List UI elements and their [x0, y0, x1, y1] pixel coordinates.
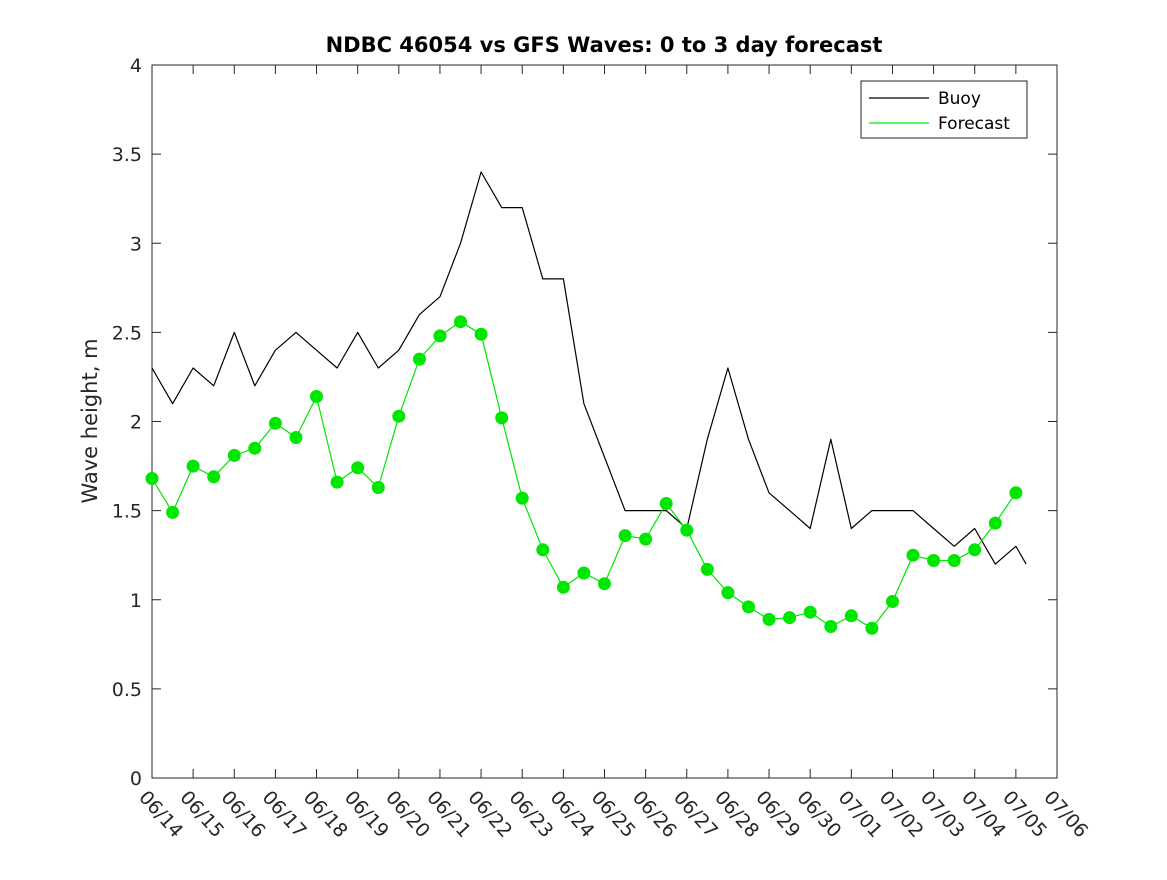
y-axis: 0 0.5 1 1.5 2 2.5 3 3.5 4	[112, 55, 1057, 790]
forecast-point	[515, 491, 529, 505]
legend-label: Buoy	[938, 89, 981, 109]
y-tick-label: 1.5	[112, 501, 142, 523]
legend-label: Forecast	[938, 114, 1010, 134]
forecast-point	[330, 475, 344, 489]
forecast-point	[844, 609, 858, 623]
legend-box	[860, 80, 1028, 139]
buoy-series-line	[151, 171, 1027, 565]
y-tick-label: 2.5	[112, 322, 142, 344]
forecast-point	[680, 523, 694, 537]
chart-title: NDBC 46054 vs GFS Waves: 0 to 3 day fore…	[326, 33, 883, 57]
forecast-point	[392, 409, 406, 423]
y-tick-label: 3	[130, 233, 142, 255]
y-tick-label: 4	[130, 55, 142, 77]
forecast-point	[145, 472, 159, 485]
y-tick-label: 0.5	[112, 679, 142, 701]
forecast-point	[227, 448, 241, 462]
forecast-point	[700, 562, 714, 576]
forecast-point	[988, 516, 1002, 530]
forecast-point	[618, 529, 632, 543]
forecast-point	[495, 411, 509, 425]
plot-area	[151, 64, 1058, 779]
forecast-point	[824, 620, 838, 633]
forecast-point	[433, 329, 447, 343]
forecast-point	[166, 505, 180, 519]
forecast-point	[186, 459, 200, 473]
forecast-point	[721, 586, 735, 600]
forecast-point	[536, 543, 550, 557]
y-tick-label: 0	[130, 768, 142, 790]
forecast-point	[1009, 486, 1023, 500]
forecast-point	[289, 431, 303, 444]
forecast-point	[639, 532, 653, 546]
forecast-point	[865, 621, 879, 635]
forecast-point	[268, 416, 282, 430]
forecast-point	[968, 543, 982, 557]
forecast-point	[886, 595, 899, 608]
forecast-point	[783, 611, 797, 625]
forecast-point	[371, 481, 385, 494]
forecast-point	[310, 390, 323, 403]
forecast-point	[412, 352, 426, 366]
forecast-point	[598, 577, 611, 591]
forecast-point	[577, 566, 591, 580]
forecast-point	[207, 470, 221, 484]
forecast-point	[927, 554, 941, 567]
series-layer	[145, 171, 1027, 635]
forecast-point	[454, 315, 467, 329]
forecast-point	[659, 497, 673, 510]
forecast-point	[947, 554, 961, 567]
plot-frame	[151, 64, 1058, 779]
y-tick-label: 2	[130, 412, 142, 434]
forecast-point	[248, 441, 262, 455]
forecast-point	[351, 461, 365, 475]
forecast-point	[906, 548, 920, 562]
forecast-point	[474, 327, 488, 341]
y-axis-label: Wave height, m	[78, 338, 102, 503]
y-tick-label: 1	[130, 590, 142, 612]
legend: Buoy Forecast	[860, 80, 1028, 139]
forecast-point	[762, 612, 776, 626]
forecast-point	[556, 580, 570, 594]
y-tick-label: 3.5	[112, 144, 142, 166]
forecast-point	[803, 605, 817, 619]
forecast-point	[742, 600, 755, 614]
